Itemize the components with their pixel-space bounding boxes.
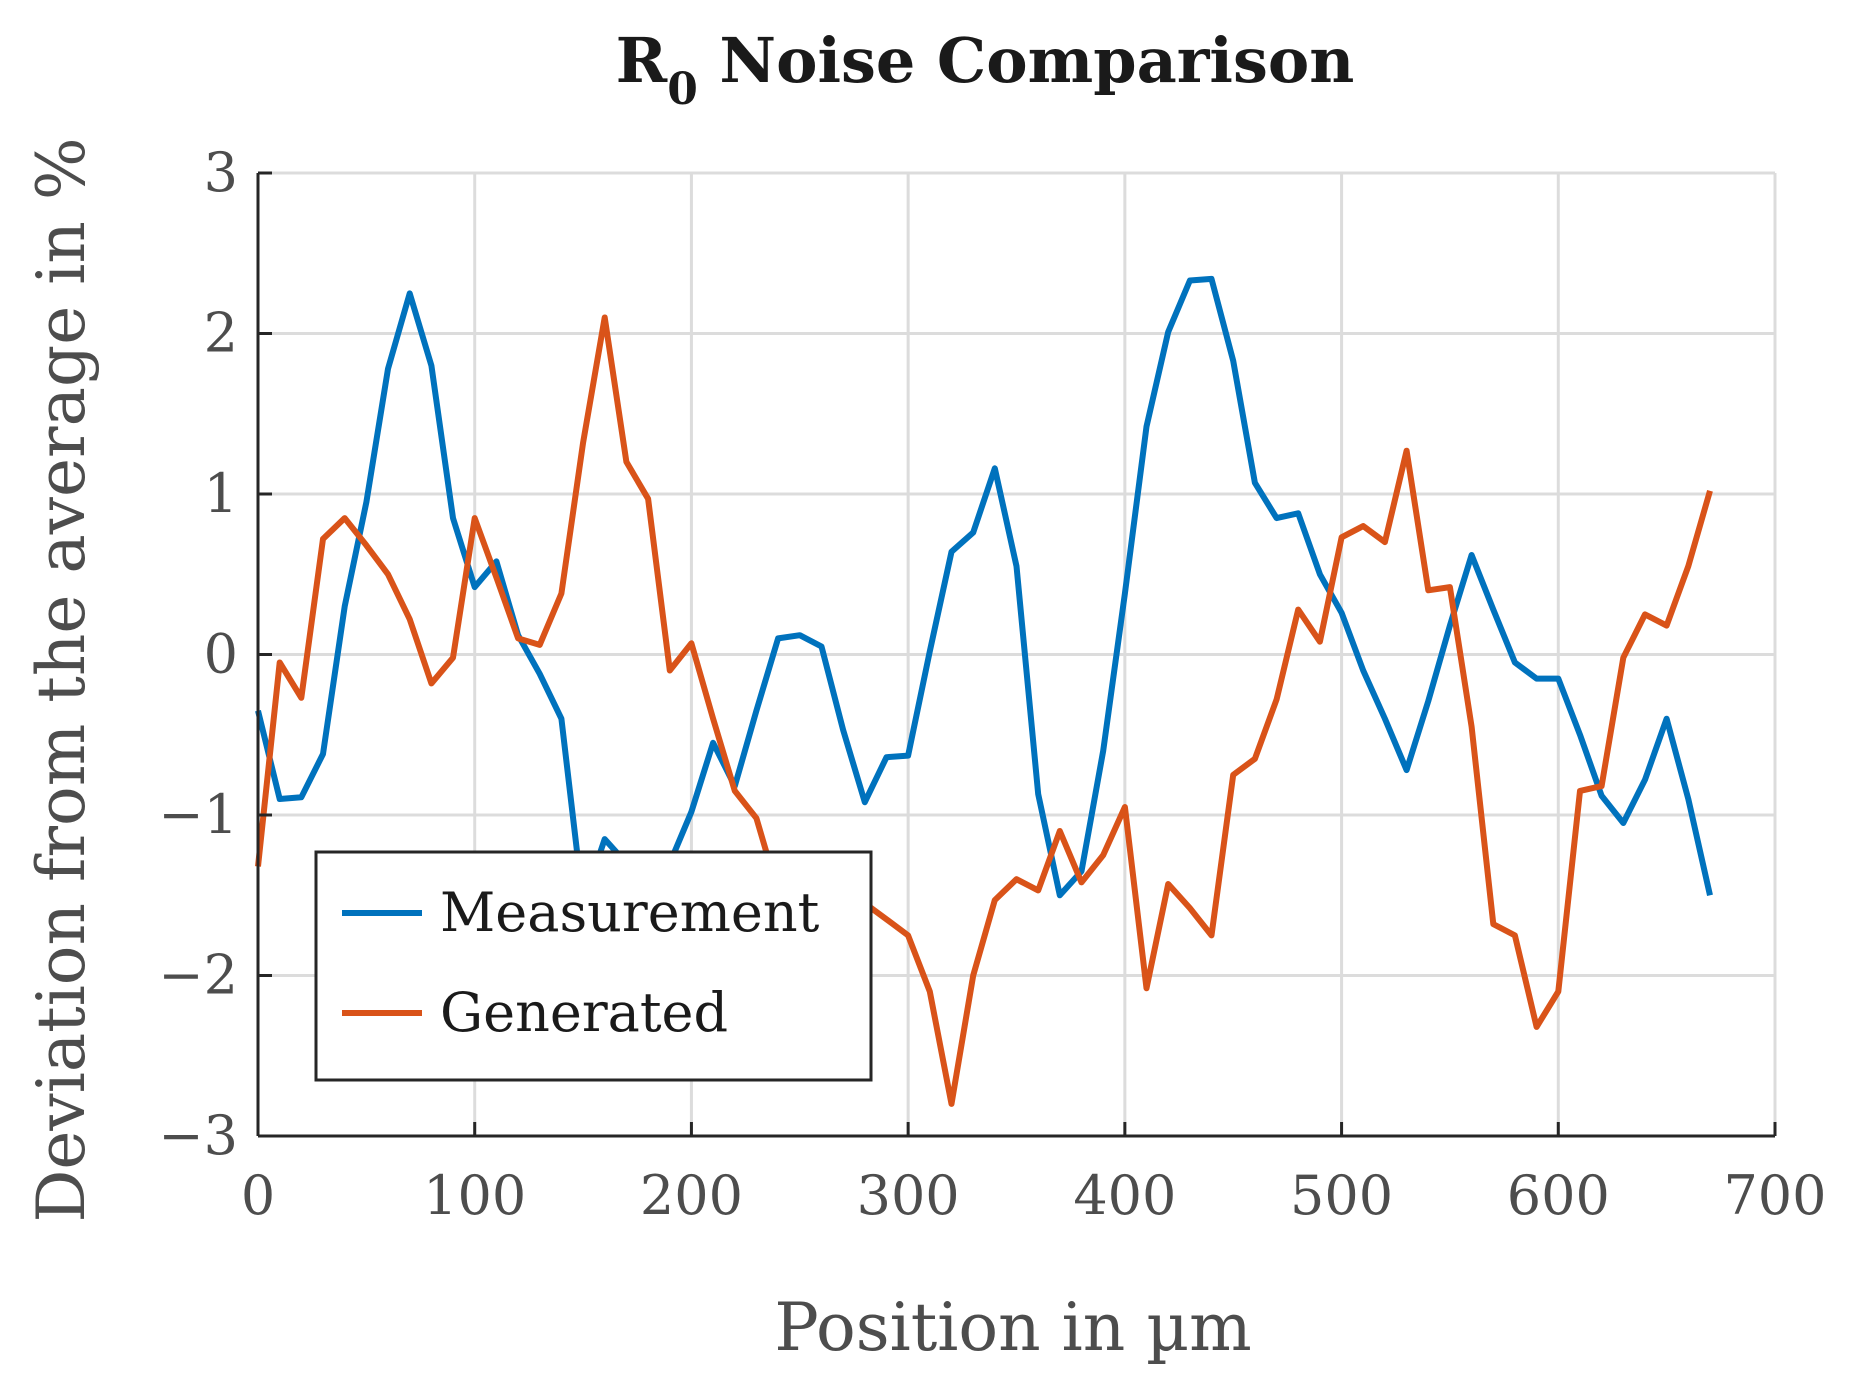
legend-box	[314, 850, 873, 1082]
series-line-generated	[255, 314, 1713, 1107]
chart-title-main: R	[616, 24, 668, 97]
series-line-measurement	[255, 275, 1713, 907]
x-tick-label: 200	[640, 1164, 743, 1227]
y-tick-label: 0	[204, 623, 238, 686]
y-tick-label: 1	[204, 462, 238, 525]
legend-label-generated: Generated	[440, 981, 728, 1044]
x-tick-label: 700	[1723, 1164, 1826, 1227]
tick-labels: 0 100 200 300 400 500 600 700 −3 −2 −1 0 1 2 3	[158, 141, 1826, 1227]
legend-label-measurement: Measurement	[440, 881, 820, 944]
x-axis-title: Position in µm	[774, 1289, 1251, 1366]
axes	[256, 171, 1777, 1138]
y-tick-label: −2	[158, 944, 238, 1007]
series-group	[255, 275, 1713, 1107]
x-tick-label: 100	[423, 1164, 526, 1227]
chart-title-subscript: 0	[667, 64, 698, 115]
x-tick-label: 400	[1073, 1164, 1176, 1227]
y-tick-label: 2	[204, 302, 238, 365]
chart-title-suffix: Noise Comparison	[698, 24, 1354, 97]
y-tick-label: −3	[158, 1104, 238, 1167]
x-tick-label: 600	[1507, 1164, 1610, 1227]
legend: Measurement Generated	[314, 850, 873, 1082]
x-tick-label: 0	[241, 1164, 275, 1227]
x-tick-label: 300	[857, 1164, 960, 1227]
x-tick-label: 500	[1290, 1164, 1393, 1227]
y-axis-title: Deviation from the average in %	[23, 137, 100, 1222]
grid	[256, 171, 1777, 1138]
y-tick-label: −1	[158, 783, 238, 846]
y-tick-label: 3	[204, 141, 238, 204]
chart-title: R0 Noise Comparison	[616, 24, 1355, 115]
